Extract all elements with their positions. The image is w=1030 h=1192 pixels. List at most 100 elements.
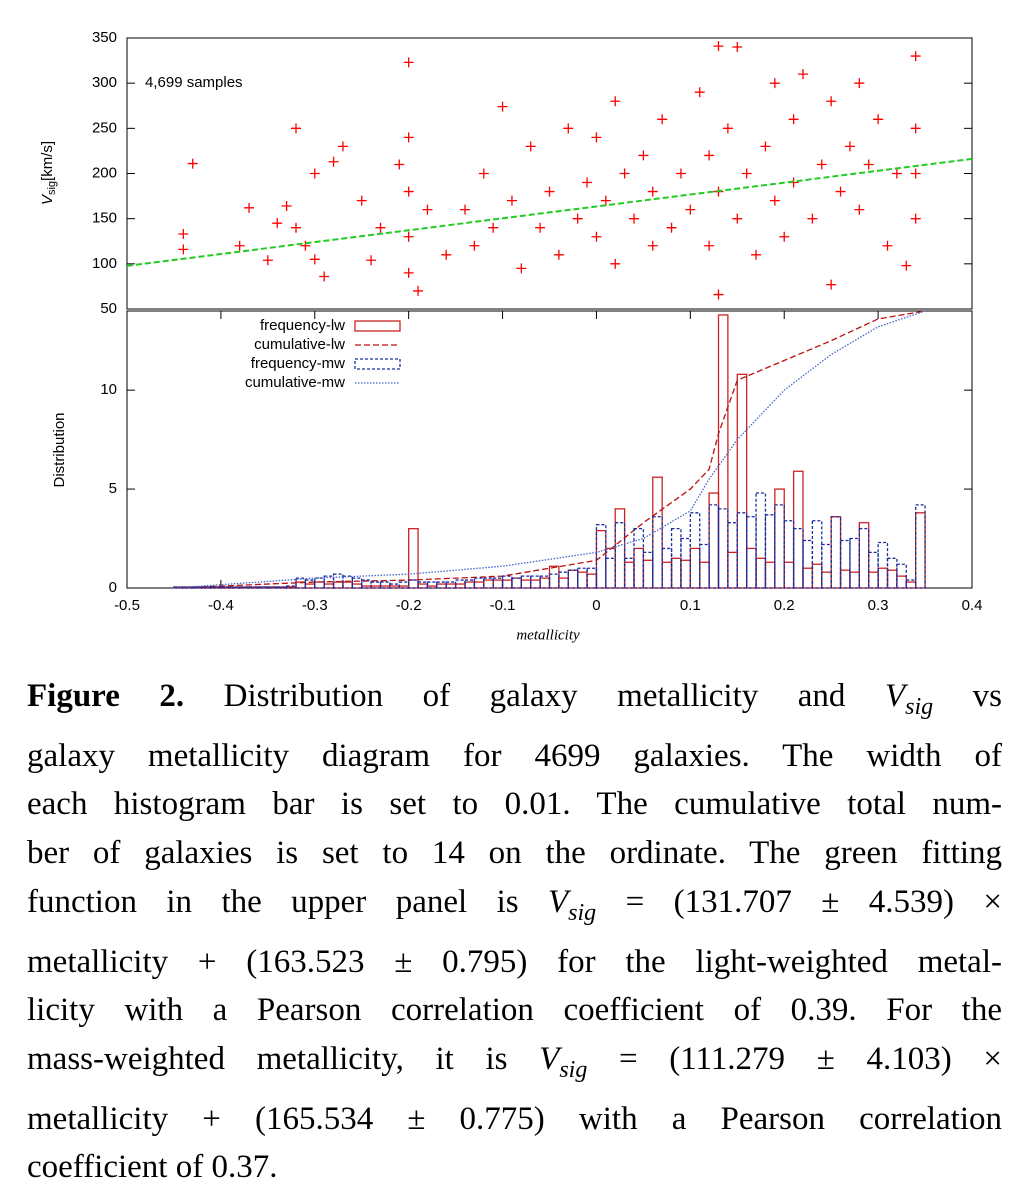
scatter-point	[403, 132, 414, 143]
legend-label: cumulative-mw	[245, 374, 345, 391]
histogram-bar	[548, 565, 560, 589]
caption-text: function in the upper panel is	[27, 883, 548, 920]
histogram-bar	[595, 524, 607, 589]
caption-text: V	[539, 1040, 560, 1077]
histogram-bar	[539, 577, 551, 589]
fit-line	[126, 157, 973, 267]
histogram-bar	[727, 522, 738, 589]
scatter-point	[572, 213, 583, 224]
scatter-point	[901, 260, 912, 271]
scatter-point	[854, 204, 865, 215]
scatter-point	[582, 177, 593, 188]
histogram-bar	[661, 547, 673, 589]
scatter-point	[666, 222, 677, 233]
histogram-bar	[642, 551, 654, 589]
histogram-bar	[699, 561, 710, 589]
x-tick-label: -0.3	[302, 597, 328, 614]
scatter-point	[760, 141, 771, 152]
cumulative-line	[173, 310, 926, 589]
histogram-bar	[323, 575, 335, 589]
scatter-point	[600, 195, 611, 206]
y-tick-label: 100	[92, 255, 117, 272]
histogram-bar	[501, 575, 513, 589]
y-tick-label: 150	[92, 210, 117, 227]
caption-text: each histogram bar is set to 0.01. The c…	[27, 786, 1002, 823]
histogram-bar	[689, 547, 701, 589]
histogram-bar	[558, 577, 569, 589]
caption-line: mass-weighted metallicity, it is Vsig = …	[27, 1035, 1002, 1095]
cumulative-line	[173, 310, 926, 589]
histogram-bar	[755, 557, 767, 589]
histogram-bar	[464, 579, 476, 589]
scatter-point	[375, 222, 386, 233]
histogram-bar	[886, 557, 898, 589]
histogram-bar	[792, 527, 804, 589]
x-tick-label: 0.1	[680, 597, 701, 614]
y-tick-label: 350	[92, 29, 117, 46]
histogram-bar	[605, 547, 616, 589]
histogram-bar	[905, 579, 917, 589]
y-axis-label: Distribution	[51, 412, 68, 487]
y-tick-label: 200	[92, 164, 117, 181]
scatter-point	[910, 51, 921, 62]
histogram-bar	[577, 567, 588, 589]
caption-line: Figure 2. Distribution of galaxy metalli…	[27, 672, 1002, 732]
y-tick-label: 50	[100, 300, 117, 317]
scatter-point	[826, 96, 837, 107]
scatter-point	[394, 159, 405, 170]
caption-line: coefficient of 0.37.	[27, 1143, 1002, 1192]
histogram-bar	[370, 581, 382, 589]
histogram-bar	[304, 579, 316, 589]
scatter-point	[638, 150, 649, 161]
histogram-bar	[633, 547, 645, 589]
histogram-bar	[464, 581, 476, 589]
histogram-bar	[877, 567, 889, 589]
caption-text: Distribution of galaxy metallicity and	[184, 678, 885, 714]
caption-line: galaxy metallicity diagram for 4699 gala…	[27, 732, 1002, 781]
scatter-point	[788, 114, 799, 125]
scatter-point	[422, 204, 433, 215]
caption-line: ber of galaxies is set to 14 on the ordi…	[27, 829, 1002, 878]
legend-label: frequency-lw	[260, 317, 345, 334]
scatter-point	[403, 57, 414, 68]
scatter-point	[769, 195, 780, 206]
scatter-point	[187, 158, 198, 169]
scatter-point	[516, 263, 527, 274]
caption-text: = (131.707 ± 4.539) ×	[596, 883, 1002, 920]
histogram-bar	[633, 527, 645, 589]
x-tick-label: -0.5	[114, 597, 140, 614]
scatter-point	[675, 168, 686, 179]
scatter-point	[460, 204, 470, 215]
histogram-bar	[530, 575, 541, 589]
caption-text: vs	[933, 678, 1002, 714]
histogram-bar	[652, 516, 663, 589]
histogram-bar	[314, 577, 325, 589]
scatter-point	[525, 141, 536, 152]
x-tick-label: -0.1	[490, 597, 516, 614]
histogram-bar	[830, 516, 842, 589]
scatter-point	[300, 240, 311, 251]
scatter-point	[704, 240, 715, 251]
histogram-bar	[342, 581, 353, 589]
histogram-bar	[764, 514, 776, 589]
histogram-bar	[408, 579, 419, 589]
histogram-bar	[858, 522, 870, 589]
scatter-point	[694, 87, 705, 98]
scatter-point	[309, 168, 320, 179]
scatter-point	[469, 240, 480, 251]
scatter-point	[535, 222, 546, 233]
x-tick-label: 0.3	[868, 597, 889, 614]
legend-swatch	[354, 320, 401, 332]
histogram-bar	[558, 571, 569, 589]
caption-text: = (111.279 ± 4.103) ×	[587, 1040, 1002, 1077]
y-axis-label: Vsig[km/s]	[39, 141, 58, 205]
histogram-bar	[379, 581, 391, 589]
histogram-bar	[520, 575, 532, 589]
histogram-bar	[426, 581, 438, 589]
scatter-point	[751, 249, 762, 260]
histogram-bar	[445, 581, 457, 589]
caption-text: sig	[568, 899, 597, 926]
histogram-bar	[614, 508, 626, 589]
histogram-bar	[821, 571, 832, 589]
scatter-point	[816, 159, 827, 170]
